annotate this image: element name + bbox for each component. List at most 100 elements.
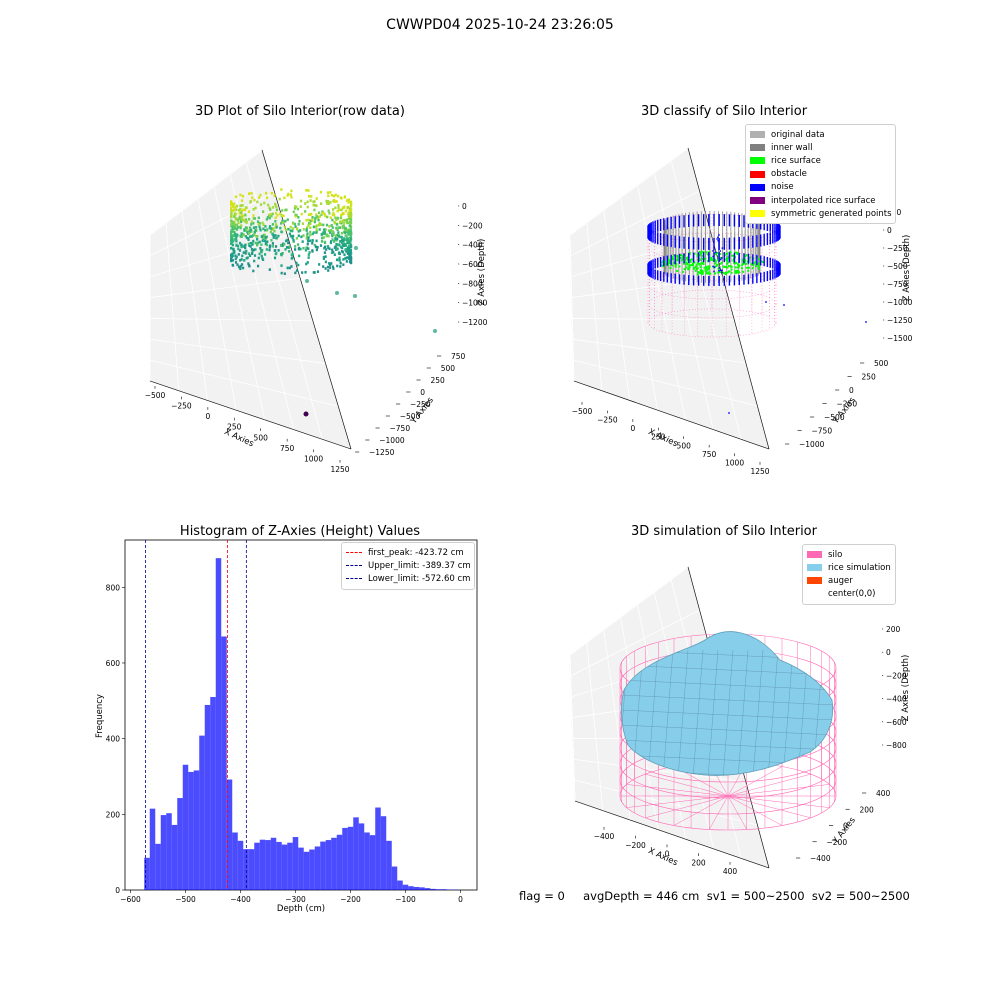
point — [247, 217, 251, 221]
grid-line — [571, 233, 712, 278]
rice-surface-point — [678, 265, 681, 268]
tick-label: −1000 — [462, 299, 488, 308]
point — [271, 206, 274, 209]
point — [348, 260, 352, 264]
point — [349, 248, 352, 252]
point — [275, 225, 278, 229]
tick-label: 250 — [227, 423, 242, 432]
point — [312, 225, 315, 229]
point — [235, 204, 239, 208]
rice-surface-point — [731, 254, 734, 257]
point — [292, 227, 295, 230]
noise-point — [721, 271, 723, 274]
point — [292, 210, 295, 214]
legend-swatch — [750, 170, 765, 178]
point — [230, 242, 233, 245]
point — [293, 222, 296, 226]
legend-entry: obstacle — [750, 168, 891, 181]
point — [324, 214, 327, 218]
point — [260, 243, 263, 246]
grid-line — [149, 318, 313, 322]
point — [309, 222, 312, 226]
point — [263, 233, 266, 237]
point — [349, 244, 353, 247]
point — [332, 194, 336, 198]
point — [343, 231, 347, 234]
point — [247, 238, 250, 241]
rice-surface-point — [705, 270, 708, 273]
point — [349, 217, 352, 221]
point — [336, 233, 339, 237]
point — [240, 245, 243, 249]
histogram-bar — [419, 887, 425, 890]
point — [252, 248, 255, 252]
histogram-title: Histogram of Z-Axies (Height) Values — [179, 524, 421, 539]
point — [269, 244, 272, 248]
rice-surface-point — [682, 256, 685, 259]
point — [248, 235, 252, 238]
point — [320, 213, 323, 217]
histogram-bar — [413, 886, 420, 890]
point — [317, 218, 320, 222]
point — [315, 197, 318, 200]
rice-surface-point — [704, 257, 707, 260]
point — [343, 206, 346, 209]
point — [318, 263, 321, 266]
rice-surface-point — [671, 256, 674, 259]
simulation-legend: silo rice simulation auger center(0,0) — [802, 544, 896, 605]
tick-label: 0 — [205, 412, 210, 421]
tick-label: −500 — [145, 391, 166, 400]
point — [253, 259, 256, 263]
mesh-line — [752, 649, 764, 776]
point — [307, 253, 310, 256]
legend-entry: inner wall — [750, 141, 891, 154]
point — [315, 228, 318, 231]
rice-surface-point — [694, 265, 697, 268]
point — [335, 246, 338, 249]
tick-label: 750 — [280, 444, 295, 453]
point — [238, 217, 241, 220]
point — [315, 231, 318, 234]
point — [255, 226, 258, 229]
rice-surface-point — [714, 253, 717, 256]
histogram-bar — [199, 735, 205, 890]
histogram-bar — [441, 889, 447, 890]
rice-surface-point — [699, 269, 702, 272]
point — [241, 254, 244, 258]
point — [346, 239, 349, 243]
point — [238, 208, 241, 212]
rice-surface-point — [729, 251, 732, 254]
grid-line — [245, 162, 323, 440]
point — [297, 229, 300, 233]
point — [240, 199, 244, 202]
noise-point — [721, 269, 723, 272]
legend-line — [346, 552, 362, 554]
point — [317, 223, 321, 227]
rice-surface-point — [693, 252, 696, 255]
rice-surface-point — [661, 261, 664, 264]
legend-entry: noise — [750, 181, 891, 194]
point — [245, 206, 248, 209]
point — [295, 214, 298, 217]
rice-surface-point — [701, 272, 704, 275]
rice-surface-point — [754, 261, 757, 264]
point — [233, 234, 236, 238]
point — [231, 243, 234, 247]
histogram-legend: first_peak: -423.72 cm Upper_limit: -389.… — [341, 542, 475, 590]
tick-label: −1000 — [887, 298, 913, 307]
rice-surface-point — [683, 268, 686, 271]
point — [291, 256, 294, 260]
point — [342, 224, 345, 228]
point — [231, 202, 234, 206]
point — [262, 227, 265, 231]
mesh-line — [767, 649, 779, 776]
rice-surface-point — [667, 261, 670, 264]
tick-label: 500 — [441, 364, 456, 373]
point — [335, 242, 338, 246]
point — [341, 212, 344, 215]
point — [241, 213, 244, 217]
grid-line — [149, 338, 326, 364]
point — [269, 230, 272, 234]
tick-label: −500 — [887, 262, 908, 271]
point — [343, 238, 346, 242]
